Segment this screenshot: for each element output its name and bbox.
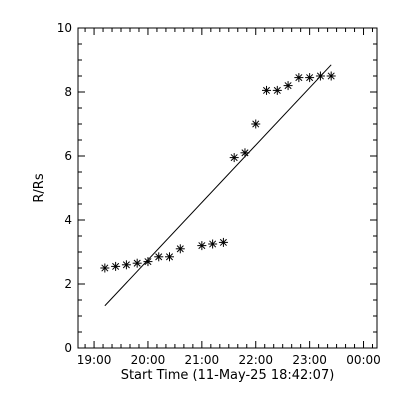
marker-stroke	[219, 238, 227, 246]
data-point	[197, 241, 207, 251]
y-axis-label: R/Rs	[32, 173, 47, 202]
y-tick-label: 4	[64, 213, 72, 227]
data-point	[240, 148, 250, 158]
marker-stroke	[209, 240, 217, 248]
tick-labels: 0 2 4 6 8 10 19:00 20:00 21:00 22:00 23:00 00:00	[57, 21, 381, 367]
marker-stroke	[327, 72, 335, 80]
x-tick-label: 00:00	[346, 353, 381, 367]
marker-stroke	[176, 245, 184, 253]
data-point	[294, 73, 304, 83]
marker-stroke	[273, 86, 281, 94]
marker-stroke	[295, 74, 303, 82]
data-point	[283, 81, 293, 91]
marker-stroke	[101, 264, 109, 272]
data-point	[175, 244, 185, 254]
marker-stroke	[316, 72, 324, 80]
data-point	[154, 252, 164, 262]
data-point	[218, 237, 228, 247]
marker-stroke	[133, 259, 141, 267]
data-point	[262, 85, 272, 95]
data-point	[315, 71, 325, 81]
data-point	[251, 119, 261, 129]
x-axis-label: Start Time (11-May-25 18:42:07)	[121, 368, 335, 383]
marker-stroke	[122, 261, 130, 269]
data-point	[305, 73, 315, 83]
axis-ticks	[78, 27, 377, 349]
data-point	[165, 252, 175, 262]
y-tick-label: 6	[64, 149, 72, 163]
data-point	[229, 153, 239, 163]
data-point	[272, 85, 282, 95]
fit-line	[104, 64, 332, 307]
data-point	[208, 239, 218, 249]
marker-stroke	[306, 74, 314, 82]
marker-stroke	[144, 258, 152, 266]
data-point	[121, 260, 131, 270]
x-tick-label: 23:00	[292, 353, 327, 367]
y-tick-label: 10	[57, 21, 72, 35]
y-tick-label: 0	[64, 341, 72, 355]
x-tick-label: 20:00	[131, 353, 166, 367]
marker-stroke	[284, 82, 292, 90]
marker-stroke	[241, 149, 249, 157]
fit-line-group	[104, 64, 332, 307]
marker-stroke	[230, 154, 238, 162]
x-tick-label: 22:00	[238, 353, 273, 367]
x-tick-label: 19:00	[77, 353, 112, 367]
marker-stroke	[262, 86, 271, 94]
marker-stroke	[252, 120, 260, 128]
marker-stroke	[198, 242, 206, 250]
data-point	[100, 263, 110, 273]
y-tick-label: 8	[64, 85, 72, 99]
data-point	[132, 258, 142, 268]
data-point	[143, 257, 153, 267]
data-point	[326, 71, 336, 81]
marker-stroke	[155, 253, 163, 261]
marker-stroke	[112, 262, 120, 270]
data-point	[111, 261, 121, 271]
y-tick-label: 2	[64, 277, 72, 291]
x-tick-label: 21:00	[185, 353, 220, 367]
marker-stroke	[165, 253, 174, 261]
data-points	[100, 71, 336, 273]
